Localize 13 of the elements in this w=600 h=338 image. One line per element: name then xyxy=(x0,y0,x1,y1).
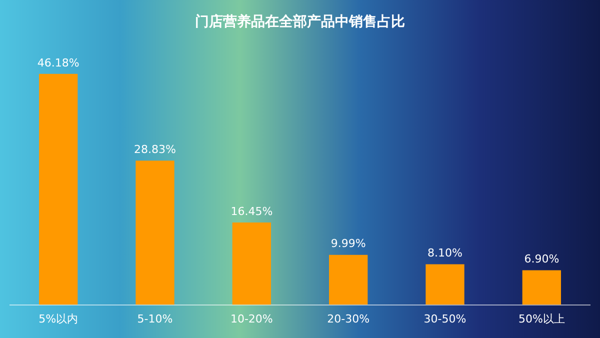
x-tick-label: 5-10% xyxy=(137,312,173,326)
x-tick-label: 30-50% xyxy=(424,312,466,326)
chart-title: 门店营养品在全部产品中销售占比 xyxy=(195,13,405,30)
x-tick-label: 20-30% xyxy=(327,312,370,326)
data-label: 8.10% xyxy=(428,246,462,260)
data-label: 28.83% xyxy=(134,143,176,156)
data-label: 6.90% xyxy=(524,252,560,266)
x-tick-label: 50%以上 xyxy=(518,312,565,326)
data-label: 46.18% xyxy=(37,56,80,70)
data-label: 9.99% xyxy=(330,237,366,250)
x-tick-label: 10-20% xyxy=(230,312,273,326)
x-tick-label: 5%以内 xyxy=(38,312,78,326)
data-label: 16.45% xyxy=(230,204,273,218)
